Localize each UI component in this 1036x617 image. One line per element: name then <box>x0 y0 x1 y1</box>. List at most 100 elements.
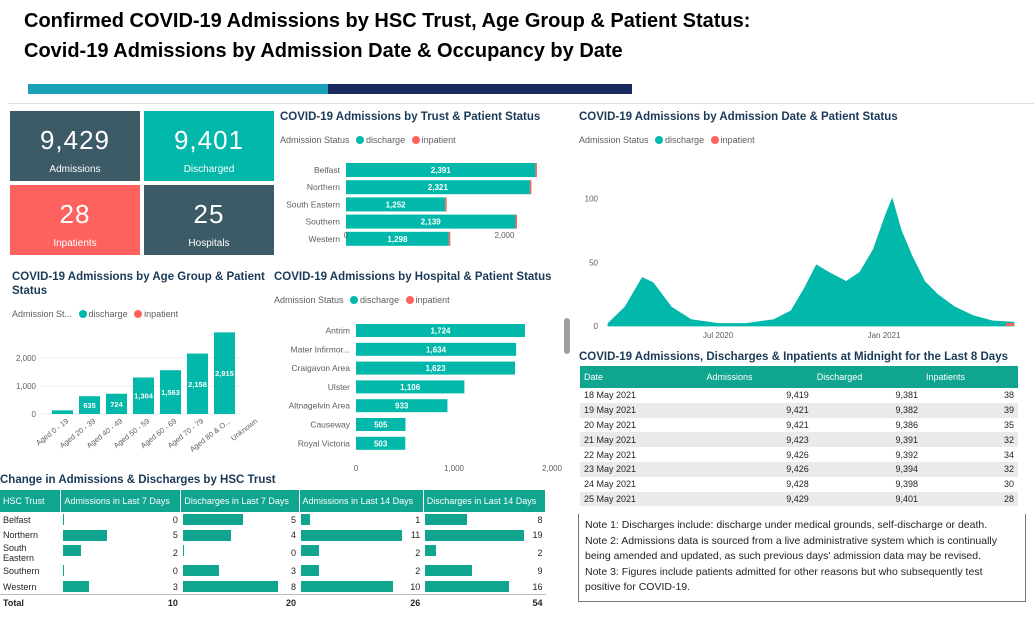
table-cell: 24 May 2021 <box>584 479 637 490</box>
table-row[interactable]: Belfast 0 5 1 8 <box>0 512 546 528</box>
kpi-inpatients-card[interactable]: 28 Inpatients <box>10 185 140 255</box>
table-row[interactable]: Southern 0 3 2 9 <box>0 563 546 579</box>
discharge-bar[interactable] <box>356 342 517 356</box>
discharge-bar[interactable] <box>346 214 516 229</box>
discharge-bar[interactable] <box>106 393 127 414</box>
col-adm-7[interactable]: Admissions in Last 7 Days <box>60 490 182 512</box>
table-cell: 0 <box>181 543 299 563</box>
col-dis-7[interactable]: Discharges in Last 7 Days <box>180 490 300 512</box>
discharge-bar[interactable] <box>79 396 100 414</box>
legend-inpatient-label: inpatient <box>415 295 450 305</box>
col-adm-14[interactable]: Admissions in Last 14 Days <box>299 490 424 512</box>
inpatient-bar[interactable] <box>535 163 537 177</box>
table-row[interactable]: Northern 5 4 11 19 <box>0 528 546 544</box>
occupancy-table[interactable]: Date Admissions Discharged Inpatients 18… <box>580 366 1018 507</box>
table-row[interactable]: 20 May 2021 9,421 9,386 35 <box>580 418 1018 433</box>
category-label: Western <box>309 234 341 244</box>
cell-value: 0 <box>172 565 178 576</box>
table-row[interactable]: 25 May 2021 9,429 9,401 28 <box>580 491 1018 507</box>
trust-name: South Eastern <box>3 543 35 564</box>
data-bar <box>425 580 509 592</box>
col-admissions[interactable]: Admissions <box>702 366 813 388</box>
trust-chart-legend[interactable]: Admission Status discharge inpatient <box>280 135 456 145</box>
inpatient-area[interactable] <box>1006 323 1014 326</box>
inpatient-bar[interactable] <box>448 231 451 246</box>
table-row[interactable]: 24 May 2021 9,428 9,398 30 <box>580 477 1018 492</box>
data-bar <box>182 565 219 577</box>
table-row[interactable]: 18 May 2021 9,419 9,381 38 <box>580 388 1018 403</box>
table-row[interactable]: 19 May 2021 9,421 9,382 39 <box>580 402 1018 418</box>
discharge-bar[interactable] <box>214 332 235 414</box>
table-cell: 9,382 <box>812 402 922 418</box>
table-cell: 2 <box>299 543 423 563</box>
cell-value: 54 <box>532 598 543 609</box>
hospital-bar-chart[interactable]: Antrim 1,724 Mater Infirmor... 1,634 Craigav… <box>270 318 562 478</box>
kpi-discharged-card[interactable]: 9,401 Discharged <box>144 111 274 181</box>
category-label: Royal Victoria <box>298 438 351 448</box>
table-cell: 19 May 2021 <box>580 402 703 418</box>
discharge-bar[interactable] <box>133 377 154 414</box>
inpatient-legend-dot <box>411 136 420 144</box>
discharge-bar[interactable] <box>160 370 181 414</box>
legend-discharge-label: discharge <box>366 135 406 145</box>
inpatient-bar[interactable] <box>515 214 517 229</box>
category-label: Craigavon Area <box>291 363 350 373</box>
table-cell: 38 <box>1003 390 1014 401</box>
cell-value: 20 <box>286 598 297 609</box>
inpatient-bar[interactable] <box>445 197 447 212</box>
trust-bar-chart[interactable]: Belfast 2,391 Northern 2,321 South Eastern 1,… <box>278 158 550 258</box>
hsc-change-table[interactable]: HSC Trust Admissions in Last 7 Days Disc… <box>0 490 547 611</box>
discharge-bar[interactable] <box>346 197 446 212</box>
col-inpatients[interactable]: Inpatients <box>921 366 1018 388</box>
data-bar <box>62 580 90 592</box>
table-row[interactable]: 23 May 2021 9,426 9,394 32 <box>580 461 1018 477</box>
col-dis-14[interactable]: Discharges in Last 14 Days <box>423 490 547 512</box>
date-chart-legend[interactable]: Admission Status discharge inpatient <box>579 135 755 145</box>
discharge-bar[interactable] <box>346 163 536 177</box>
data-label: 1,623 <box>426 364 447 373</box>
discharge-bar[interactable] <box>356 399 448 413</box>
y-tick-label: 0 <box>32 410 37 419</box>
discharge-bar[interactable] <box>187 353 208 414</box>
discharge-bar[interactable] <box>356 361 516 375</box>
discharge-legend-dot <box>655 136 664 144</box>
hospital-chart-legend[interactable]: Admission Status discharge inpatient <box>274 295 450 305</box>
discharge-bar[interactable] <box>356 418 406 431</box>
total-row[interactable]: Total 10 20 26 54 <box>0 594 546 611</box>
discharge-bar[interactable] <box>346 180 530 195</box>
discharge-bar[interactable] <box>356 436 406 450</box>
table-cell: 9,428 <box>786 479 809 490</box>
table-cell: 9,401 <box>812 491 922 507</box>
discharge-bar[interactable] <box>346 231 449 246</box>
trust-name: Southern <box>3 565 40 576</box>
kpi-hospitals-card[interactable]: 25 Hospitals <box>144 185 274 255</box>
col-discharged[interactable]: Discharged <box>812 366 922 388</box>
age-chart-legend[interactable]: Admission St... discharge inpatient <box>12 309 178 319</box>
inpatient-bar[interactable] <box>529 180 532 195</box>
hospital-chart-scrollbar[interactable] <box>564 318 570 354</box>
discharge-bar[interactable] <box>356 324 525 337</box>
discharge-bar[interactable] <box>356 380 465 394</box>
note-1-label: Note 1: <box>585 519 619 531</box>
category-label: Ulster <box>328 382 350 392</box>
table-row[interactable]: 21 May 2021 9,423 9,391 32 <box>580 432 1018 448</box>
cell-value: 3 <box>172 581 178 592</box>
table-cell: 2 <box>61 543 181 563</box>
table-row[interactable]: Western 3 8 10 16 <box>0 579 546 595</box>
discharge-bar[interactable] <box>52 410 73 414</box>
y-tick-label: 1,000 <box>16 382 37 391</box>
date-area-chart[interactable]: 0 50 100 Jul 2020 Jan 2021 <box>578 160 1024 344</box>
note-3-text: Figures include patients admitted for ot… <box>585 565 983 594</box>
table-row[interactable]: South Eastern 2 0 2 2 <box>0 543 546 563</box>
table-row[interactable]: 22 May 2021 9,426 9,392 34 <box>580 447 1018 462</box>
table-cell: 9,423 <box>702 432 813 448</box>
kpi-admissions-card[interactable]: 9,429 Admissions <box>10 111 140 181</box>
data-bar <box>182 529 231 541</box>
col-hsc-trust[interactable]: HSC Trust <box>0 490 62 512</box>
data-bar <box>301 529 402 541</box>
age-chart-title-line1: COVID-19 Admissions by Age Group & Patie… <box>12 271 265 283</box>
table-cell: 35 <box>1003 419 1014 430</box>
data-label: 1,298 <box>387 235 408 244</box>
col-date[interactable]: Date <box>580 366 703 388</box>
